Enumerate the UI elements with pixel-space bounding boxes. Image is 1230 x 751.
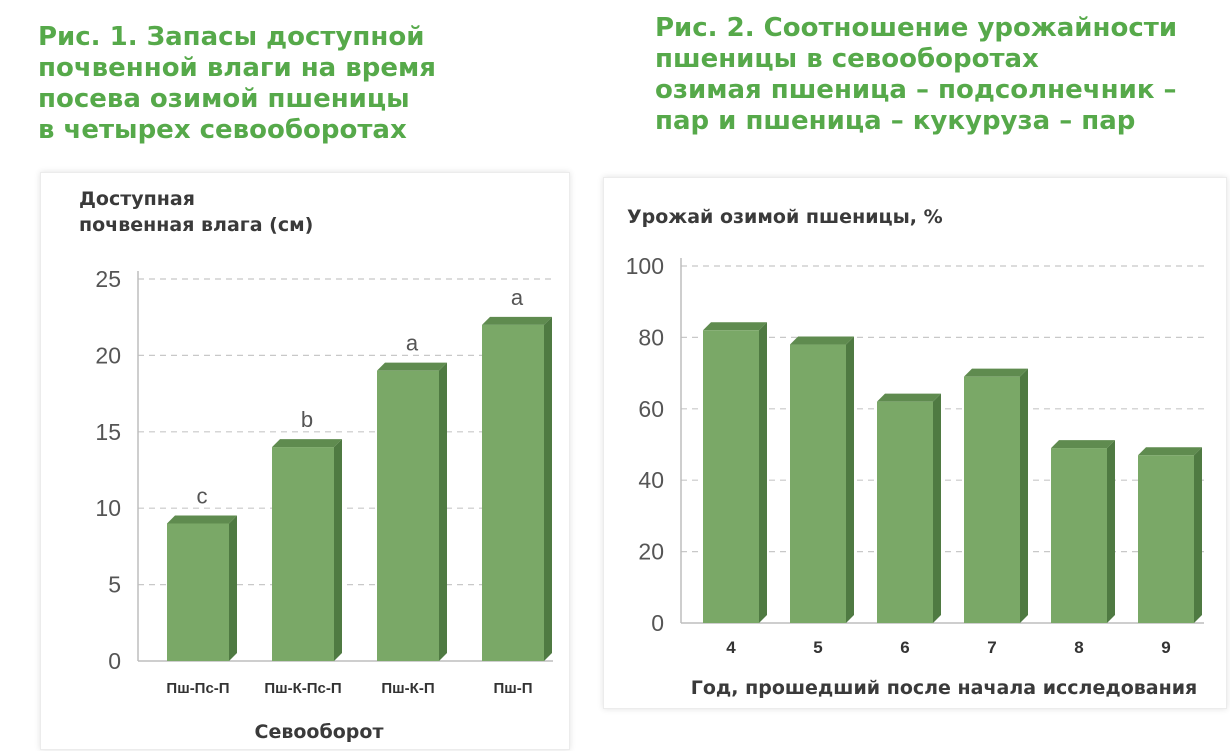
chart2-category-label: 9 <box>1161 638 1170 657</box>
chart2-bar-side <box>846 336 854 623</box>
chart2-bar-top <box>703 322 767 331</box>
chart1-ytick-label: 15 <box>95 419 121 445</box>
chart2-bar <box>964 376 1020 623</box>
figure1-title-line: в четырех севооборотах <box>38 115 407 145</box>
chart2-ylabel: Урожай озимой пшеницы, % <box>627 206 943 228</box>
chart1-significance-label: c <box>197 483 208 508</box>
chart2-bar-top <box>877 393 941 402</box>
chart1-bar-top <box>272 439 342 448</box>
chart1-bar <box>482 324 544 661</box>
chart2-bar-top <box>964 368 1028 377</box>
chart1-category-label: Пш-К-Пс-П <box>264 680 341 697</box>
figure2-title-line: пшеницы в севооборотах <box>655 44 1039 74</box>
chart1-bar-side <box>334 439 342 661</box>
chart2-panel: Урожай озимой пшеницы, % 0 20 40 60 80 100 4 5… <box>603 177 1227 709</box>
chart1-ytick-label: 25 <box>95 266 121 292</box>
chart1-ytick-label: 10 <box>95 495 121 521</box>
chart1-svg: Доступная почвенная влага (см) 0 5 10 15 20 2… <box>79 188 553 743</box>
chart1-category-label: Пш-Пс-П <box>166 680 229 697</box>
chart2-bar-top <box>790 336 854 345</box>
figure2-title-line: пар и пшеница – кукуруза – пар <box>655 106 1136 136</box>
chart1-bar <box>167 523 229 661</box>
chart2-category-label: 8 <box>1074 638 1083 657</box>
chart1-ytick-label: 0 <box>108 648 121 674</box>
figure2-title-line: озимая пшеница – подсолнечник – <box>655 75 1177 105</box>
chart1-bar-top <box>377 362 447 371</box>
chart2-bar <box>703 330 759 623</box>
chart2-category-label: 4 <box>726 638 736 657</box>
chart2-ytick-label: 40 <box>638 467 664 493</box>
chart2-bar-side <box>759 322 767 623</box>
figure1-title-line: Рис. 1. Запасы доступной <box>38 22 425 52</box>
chart1-ylabel-line: почвенная влага (см) <box>79 214 313 236</box>
chart2-bar <box>790 344 846 623</box>
figure2-title: Рис. 2. Соотношение урожайности пшеницы … <box>655 13 1177 137</box>
chart1-panel: Доступная почвенная влага (см) 0 5 10 15 20 2… <box>40 172 570 750</box>
chart1-category-label: Пш-П <box>493 680 532 697</box>
figure1-title-line: почвенной влаги на время <box>38 53 436 83</box>
chart2-ytick-label: 20 <box>638 539 664 565</box>
figure2-title-line: Рис. 2. Соотношение урожайности <box>655 13 1178 43</box>
chart2-bar <box>1138 455 1194 623</box>
chart1-ylabel-line: Доступная <box>79 188 195 210</box>
chart1-significance-label: a <box>406 331 419 356</box>
chart2-bar-side <box>933 393 941 623</box>
chart1-ytick-label: 5 <box>108 572 121 598</box>
chart2-bar-side <box>1107 440 1115 623</box>
chart2-bar-top <box>1138 447 1202 456</box>
chart1-bar-side <box>544 316 552 661</box>
chart2-bar-top <box>1051 440 1115 449</box>
chart1-significance-label: b <box>301 407 313 432</box>
chart1-bar-side <box>439 362 447 661</box>
chart1-xlabel: Севооборот <box>255 721 384 743</box>
chart2-bar <box>1051 448 1107 623</box>
chart1-bar <box>272 447 334 661</box>
chart2-category-label: 6 <box>900 638 909 657</box>
chart2-category-label: 7 <box>987 638 996 657</box>
chart1-bar-side <box>229 515 237 661</box>
chart2-bar-side <box>1020 368 1028 623</box>
chart1-bar <box>377 370 439 661</box>
chart2-ytick-label: 60 <box>638 396 664 422</box>
chart1-bar-top <box>167 515 237 524</box>
chart2-xlabel: Год, прошедший после начала исследования <box>691 677 1198 699</box>
chart2-ytick-label: 100 <box>626 253 664 279</box>
chart2-ytick-label: 0 <box>651 610 664 636</box>
chart1-bar-top <box>482 316 552 325</box>
chart1-category-label: Пш-К-П <box>381 680 434 697</box>
chart2-bar <box>877 401 933 623</box>
chart2-ytick-label: 80 <box>638 324 664 350</box>
chart2-svg: Урожай озимой пшеницы, % 0 20 40 60 80 100 4 5… <box>626 206 1204 699</box>
chart1-ytick-label: 20 <box>95 342 121 368</box>
chart1-significance-label: a <box>511 285 524 310</box>
chart2-bar-side <box>1194 447 1202 623</box>
figure1-title-line: посева озимой пшеницы <box>38 84 410 114</box>
figure1-title: Рис. 1. Запасы доступной почвенной влаги… <box>38 22 436 146</box>
chart2-category-label: 5 <box>813 638 822 657</box>
